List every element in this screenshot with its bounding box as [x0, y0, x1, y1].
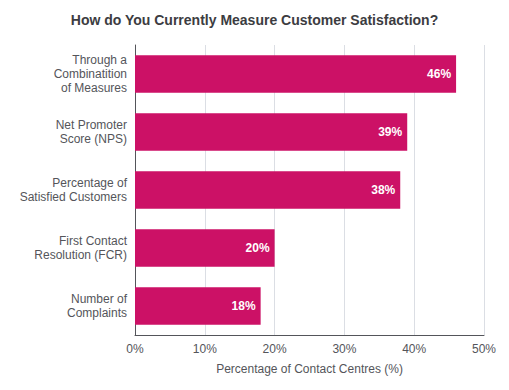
- svg-text:Resolution (FCR): Resolution (FCR): [34, 248, 127, 262]
- svg-text:50%: 50%: [472, 342, 496, 356]
- svg-text:Percentage of Contact Centres: Percentage of Contact Centres (%): [216, 362, 403, 376]
- svg-text:Percentage of: Percentage of: [52, 176, 127, 190]
- svg-text:Number of: Number of: [71, 292, 128, 306]
- svg-text:Score (NPS): Score (NPS): [60, 132, 127, 146]
- svg-text:46%: 46%: [427, 67, 451, 81]
- svg-text:of Measures: of Measures: [61, 81, 127, 95]
- svg-text:Net Promoter: Net Promoter: [56, 118, 127, 132]
- svg-text:30%: 30%: [332, 342, 356, 356]
- svg-text:First Contact: First Contact: [59, 234, 128, 248]
- svg-text:Through a: Through a: [72, 53, 127, 67]
- svg-text:10%: 10%: [193, 342, 217, 356]
- svg-text:20%: 20%: [263, 342, 287, 356]
- svg-text:20%: 20%: [246, 241, 270, 255]
- svg-text:39%: 39%: [378, 125, 402, 139]
- svg-text:0%: 0%: [126, 342, 144, 356]
- svg-text:40%: 40%: [402, 342, 426, 356]
- svg-text:Combinatition: Combinatition: [54, 67, 127, 81]
- svg-text:How do You Currently Measure C: How do You Currently Measure Customer Sa…: [71, 12, 438, 28]
- svg-text:Complaints: Complaints: [67, 306, 127, 320]
- svg-text:38%: 38%: [371, 183, 395, 197]
- svg-text:18%: 18%: [232, 299, 256, 313]
- svg-text:Satisfied Customers: Satisfied Customers: [20, 190, 127, 204]
